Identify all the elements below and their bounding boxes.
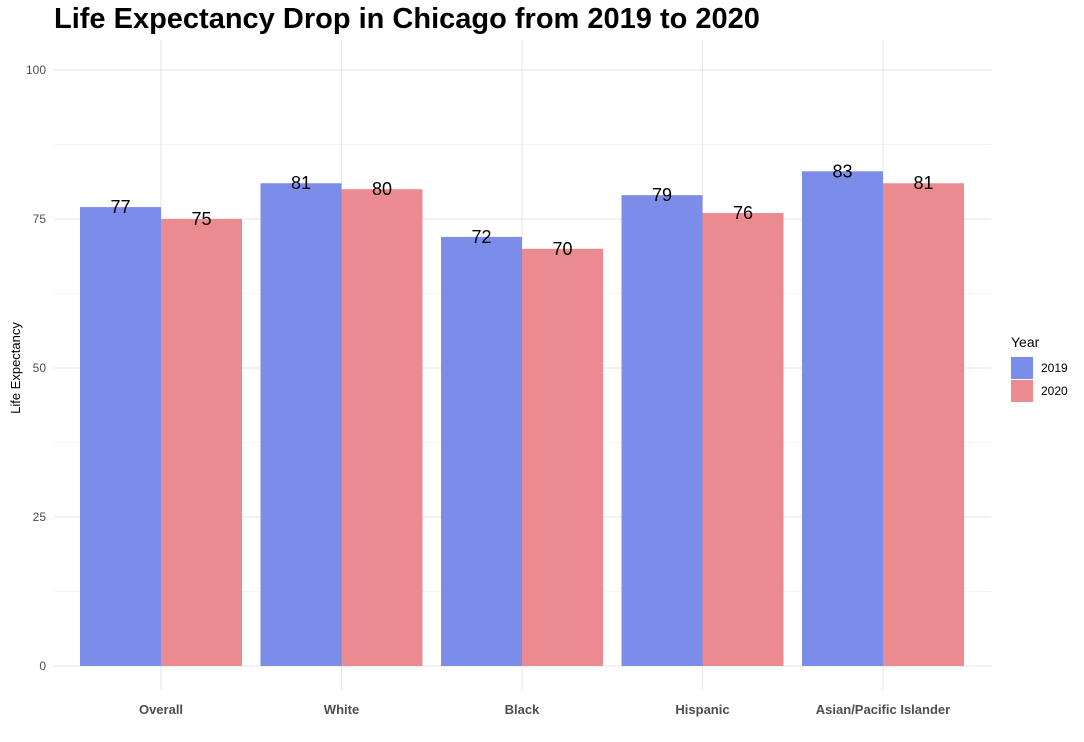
legend-item-2019: 2019 bbox=[1011, 356, 1068, 379]
x-axis-ticks: Overall White Black Hispanic Asian/Pacific I… bbox=[139, 702, 950, 717]
data-label: 81 bbox=[291, 173, 311, 193]
data-label: 72 bbox=[471, 227, 491, 247]
chart-title: Life Expectancy Drop in Chicago from 201… bbox=[54, 3, 760, 35]
legend-title: Year bbox=[1011, 334, 1040, 350]
data-label: 70 bbox=[552, 239, 572, 259]
bar-2019-hispanic bbox=[621, 195, 703, 666]
bar-2020-asian-pacific-islander bbox=[883, 183, 964, 667]
bar-2020-black bbox=[522, 248, 603, 667]
x-tick-label: White bbox=[324, 702, 359, 717]
legend-label-2020: 2020 bbox=[1041, 383, 1068, 398]
legend: Year 2019 2020 bbox=[1011, 334, 1068, 402]
data-label: 77 bbox=[110, 197, 130, 217]
data-label: 75 bbox=[191, 209, 211, 229]
bar-2019-asian-pacific-islander bbox=[802, 171, 883, 666]
data-label: 79 bbox=[652, 185, 672, 205]
bar-2020-overall bbox=[161, 219, 242, 666]
x-tick-label: Asian/Pacific Islander bbox=[816, 702, 950, 717]
legend-swatch-2020 bbox=[1011, 379, 1033, 402]
x-tick-label: Overall bbox=[139, 702, 183, 717]
y-tick-label: 75 bbox=[33, 212, 47, 226]
bar-2020-white bbox=[341, 189, 423, 666]
x-tick-label: Hispanic bbox=[675, 702, 729, 717]
y-tick-label: 100 bbox=[26, 63, 46, 77]
x-tick-label: Black bbox=[505, 702, 540, 717]
bars bbox=[80, 171, 964, 667]
data-label: 81 bbox=[913, 173, 933, 193]
data-label: 76 bbox=[733, 203, 753, 223]
bar-2019-white bbox=[260, 183, 342, 667]
y-tick-label: 50 bbox=[33, 361, 47, 375]
data-label: 80 bbox=[372, 179, 392, 199]
legend-item-2020: 2020 bbox=[1011, 379, 1068, 402]
y-axis-label: Life Expectancy bbox=[8, 322, 23, 414]
bar-2019-overall bbox=[80, 207, 161, 666]
bar-2020-hispanic bbox=[702, 213, 784, 667]
bar-2019-black bbox=[441, 236, 522, 666]
y-tick-label: 25 bbox=[33, 510, 47, 524]
y-tick-label: 0 bbox=[39, 659, 46, 673]
legend-swatch-2019 bbox=[1011, 356, 1033, 379]
data-label: 83 bbox=[832, 161, 852, 181]
y-axis-ticks: 0 25 50 75 100 bbox=[26, 63, 46, 673]
data-labels: 77 75 81 80 72 70 79 76 83 81 bbox=[110, 161, 933, 258]
legend-label-2019: 2019 bbox=[1041, 360, 1068, 375]
